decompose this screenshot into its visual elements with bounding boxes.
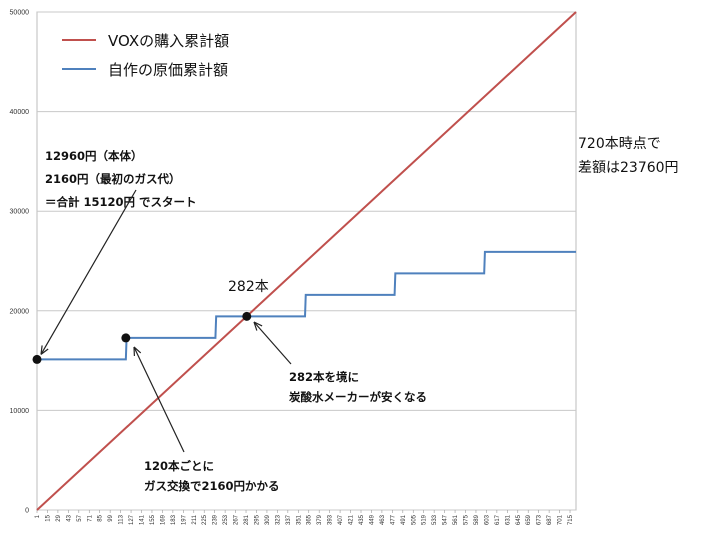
x-tick-label: 113 [119, 514, 125, 524]
annotation-break-even: 282本を境に [289, 370, 359, 384]
x-tick-label: 547 [443, 514, 449, 525]
x-tick-label: 561 [453, 514, 459, 525]
x-tick-label: 659 [526, 514, 532, 525]
x-tick-label: 533 [432, 514, 438, 525]
series-lines [36, 11, 577, 511]
annotation-gas-exchange: 120本ごとに [144, 459, 214, 473]
x-tick-label: 267 [234, 514, 240, 525]
markers [32, 311, 252, 364]
x-tick-label: 323 [275, 514, 281, 525]
x-tick-label: 365 [307, 514, 313, 525]
annotation-difference: 差額は23760円 [578, 160, 679, 176]
x-tick-label: 407 [338, 514, 344, 525]
x-tick-label: 477 [390, 514, 396, 525]
x-tick-label: 225 [202, 514, 208, 525]
x-tick-label: 351 [296, 514, 302, 525]
annotation-gas-exchange: ガス交換で2160円かかる [144, 479, 280, 493]
y-axis: 0 10000 20000 30000 40000 50000 [10, 10, 30, 515]
x-tick-label: 421 [349, 514, 355, 525]
annotation-break-point-label: 282本 [228, 279, 269, 295]
x-tick-label: 603 [484, 514, 490, 525]
x-tick-label: 463 [380, 514, 386, 525]
x-tick-label: 211 [192, 514, 198, 524]
data-marker [32, 354, 42, 364]
x-axis: 1 15 29 43 57 71 85 99 113 127 141 155 169 183 197 211 2… [35, 510, 574, 525]
x-tick-label: 29 [56, 514, 62, 521]
arrow-gas-exchange-head [133, 346, 142, 357]
x-tick-label: 505 [411, 514, 417, 525]
x-tick-label: 589 [474, 514, 480, 525]
x-tick-label: 43 [66, 514, 72, 521]
x-tick-label: 295 [254, 514, 260, 525]
x-tick-label: 57 [77, 514, 83, 521]
data-marker [242, 311, 252, 321]
x-tick-label: 197 [181, 514, 187, 525]
x-tick-label: 253 [223, 514, 229, 525]
x-tick-label: 99 [108, 514, 114, 521]
arrow-break-even [253, 321, 292, 365]
x-tick-label: 183 [171, 514, 177, 525]
x-tick-label: 393 [328, 514, 334, 525]
annotation-difference: 720本時点で [578, 136, 661, 152]
arrow-start-head [40, 345, 49, 355]
x-tick-label: 1 [35, 514, 41, 518]
x-tick-label: 309 [265, 514, 271, 525]
x-tick-label: 239 [213, 514, 219, 525]
x-tick-label: 337 [286, 514, 292, 525]
data-marker [121, 333, 131, 343]
x-tick-label: 645 [516, 514, 522, 525]
x-tick-label: 687 [547, 514, 553, 525]
x-tick-label: 85 [98, 514, 104, 521]
series-line-1 [36, 11, 577, 511]
y-tick-label: 50000 [10, 10, 30, 17]
x-tick-label: 127 [129, 514, 135, 525]
annotation-start: 2160円（最初のガス代） [45, 172, 181, 186]
x-tick-label: 71 [87, 514, 93, 521]
x-tick-label: 631 [505, 514, 511, 525]
series-line-2 [37, 250, 576, 361]
x-tick-label: 673 [537, 514, 543, 525]
x-tick-label: 435 [359, 514, 365, 525]
x-tick-label: 15 [45, 514, 51, 521]
x-tick-label: 155 [150, 514, 156, 525]
x-tick-label: 617 [495, 514, 501, 525]
x-tick-label: 575 [464, 514, 470, 525]
y-tick-label: 0 [25, 508, 29, 515]
x-tick-label: 701 [558, 514, 564, 525]
x-tick-label: 519 [422, 514, 428, 525]
annotations: 12960円（本体） 2160円（最初のガス代） ＝合計 15120円 でスタート 1… [40, 136, 679, 493]
annotation-start: ＝合計 15120円 でスタート [45, 195, 197, 209]
y-tick-label: 10000 [10, 408, 30, 415]
x-tick-label: 715 [568, 514, 574, 525]
annotation-break-even: 炭酸水メーカーが安くなる [289, 390, 427, 404]
x-tick-label: 491 [401, 514, 407, 525]
x-tick-label: 281 [244, 514, 250, 525]
arrow-gas-exchange [133, 346, 185, 453]
x-tick-label: 449 [369, 514, 375, 525]
legend-label: 自作の原価累計額 [108, 61, 228, 79]
legend-label: VOXの購入累計額 [108, 32, 229, 50]
annotation-start: 12960円（本体） [45, 149, 143, 163]
y-tick-label: 20000 [10, 308, 30, 315]
y-tick-label: 30000 [10, 209, 30, 216]
arrow-break-even-head [253, 321, 263, 331]
x-tick-label: 141 [140, 514, 146, 525]
x-tick-label: 169 [160, 514, 166, 525]
arrow-start [40, 189, 137, 355]
y-tick-label: 40000 [10, 109, 30, 116]
x-tick-label: 379 [317, 514, 323, 525]
